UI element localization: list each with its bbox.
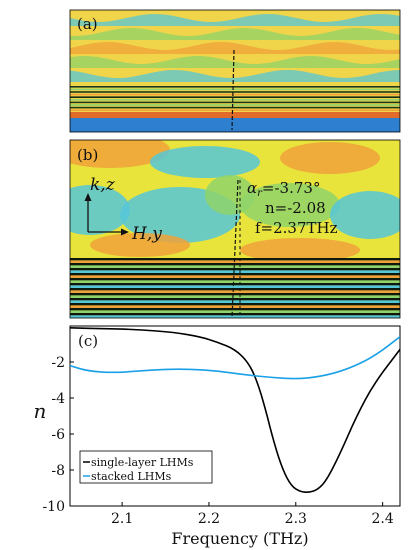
panel-b-layer-line xyxy=(70,278,400,281)
arrow-right-icon xyxy=(121,228,129,236)
panel-b-field-blob xyxy=(240,183,340,227)
panel-a-label: (a) xyxy=(77,15,98,33)
refractive-index-annotation: n=-2.08 xyxy=(265,199,326,217)
y-axis-label: n xyxy=(34,399,47,423)
chart-lines xyxy=(70,327,400,493)
panel-b-field-blob xyxy=(90,233,190,257)
angle-symbol: α xyxy=(247,179,257,197)
panel-b-label: (b) xyxy=(77,146,98,164)
panel-b-field-blob xyxy=(280,142,380,174)
panel-a-wave-band xyxy=(70,56,400,68)
panel-b-layer-fill xyxy=(70,315,400,318)
panel-b-layer-fill xyxy=(70,300,400,303)
panel-b-layer-fill xyxy=(70,270,400,273)
panel-a-layer-line xyxy=(70,86,400,88)
panel-b-layer-line xyxy=(70,303,400,306)
panel-b-layer-line xyxy=(70,308,400,311)
chart-legend: single-layer LHMs stacked LHMs xyxy=(79,450,213,484)
y-tick-label: -8 xyxy=(51,463,65,479)
y-tick-label: -6 xyxy=(51,427,65,443)
x-tick-label: 2.2 xyxy=(198,511,220,527)
panel-b-layer-line xyxy=(70,283,400,286)
panel-b-layer-line xyxy=(70,263,400,266)
panel-b-layer-fill xyxy=(70,305,400,308)
panel-a-layer-line xyxy=(70,93,400,96)
panel-a-substrate-orange xyxy=(70,112,400,118)
panel-b-layer-fill xyxy=(70,280,400,283)
panel-b-layer-line xyxy=(70,288,400,291)
panel-b-coordinate-axes xyxy=(84,193,129,236)
legend-box xyxy=(79,450,213,484)
y-tick-label: -10 xyxy=(42,499,65,515)
panel-a-field-map xyxy=(70,10,400,132)
refraction-angle-annotation: αr=-3.73° xyxy=(247,179,320,199)
axis-h-y-label: H,y xyxy=(131,224,162,244)
panel-a-layer-line xyxy=(70,104,400,106)
panel-a-layer-line xyxy=(70,109,400,111)
panel-a-wave-band xyxy=(70,28,400,40)
panel-b-field-blob xyxy=(330,191,400,239)
panel-a-layer-stack xyxy=(70,86,400,132)
panel-a-layer-line xyxy=(70,91,400,93)
panel-a-layer-line xyxy=(70,96,400,98)
legend-label-stacked: stacked LHMs xyxy=(91,470,172,483)
panel-b-field-map xyxy=(70,140,400,318)
panel-b-field-blobs xyxy=(70,140,400,262)
series-line-single-layer xyxy=(70,327,400,493)
panel-b-layer-stack xyxy=(70,258,400,318)
panel-a-wave-band xyxy=(70,42,400,54)
panel-a-layer-line xyxy=(70,88,400,91)
series-line-stacked xyxy=(70,336,400,380)
panel-a-wave-pattern xyxy=(70,14,400,82)
panel-b-layer-line xyxy=(70,313,400,316)
arrow-up-icon xyxy=(84,193,92,201)
y-tick-label: -4 xyxy=(51,391,65,407)
x-axis-label: Frequency (THz) xyxy=(171,529,308,548)
panel-b-layer-line xyxy=(70,298,400,301)
panel-b-field-blob xyxy=(240,238,360,262)
panel-a-wave-band xyxy=(70,70,400,82)
panel-b-layer-fill xyxy=(70,310,400,313)
panel-b-layer-fill xyxy=(70,295,400,298)
panel-b-layer-line xyxy=(70,293,400,296)
x-tick-label: 2.1 xyxy=(111,511,133,527)
panel-b-field-blob xyxy=(205,175,255,215)
panel-c-label: (c) xyxy=(78,332,98,350)
panel-b-layer-fill xyxy=(70,290,400,293)
panel-b-field-blob xyxy=(70,140,170,168)
panel-b-layer-line xyxy=(70,273,400,276)
panel-b-field-blob xyxy=(70,185,130,235)
panel-a-layer-line xyxy=(70,106,400,109)
angle-subscript: r xyxy=(257,188,263,199)
panel-b-layer-fill xyxy=(70,285,400,288)
x-tick-label: 2.4 xyxy=(371,511,393,527)
legend-label-single-layer: single-layer LHMs xyxy=(91,456,194,469)
panel-a-layer-line xyxy=(70,101,400,104)
chart-ticks: 2.1 2.2 2.3 2.4 -2 -4 -6 -8 -10 xyxy=(42,355,393,527)
panel-b-layer-fill xyxy=(70,275,400,278)
panel-a-refraction-line xyxy=(231,49,235,131)
panel-b-refraction-line xyxy=(231,179,239,318)
panel-b-field-blob xyxy=(150,146,260,178)
panel-a-wave-band xyxy=(70,14,400,26)
panel-a-frame xyxy=(69,9,401,133)
x-tick-label: 2.3 xyxy=(285,511,307,527)
panel-b-frame xyxy=(69,139,401,319)
panel-b-layer-fill xyxy=(70,265,400,268)
angle-value: =-3.73° xyxy=(262,179,321,197)
panel-a-substrate-blue xyxy=(70,118,400,132)
frequency-annotation: f=2.37THz xyxy=(255,219,338,237)
y-tick-label: -2 xyxy=(51,355,65,371)
panel-b-layer-line xyxy=(70,268,400,271)
axis-k-z-label: k,z xyxy=(90,175,116,195)
panel-a-layer-line xyxy=(70,99,400,101)
